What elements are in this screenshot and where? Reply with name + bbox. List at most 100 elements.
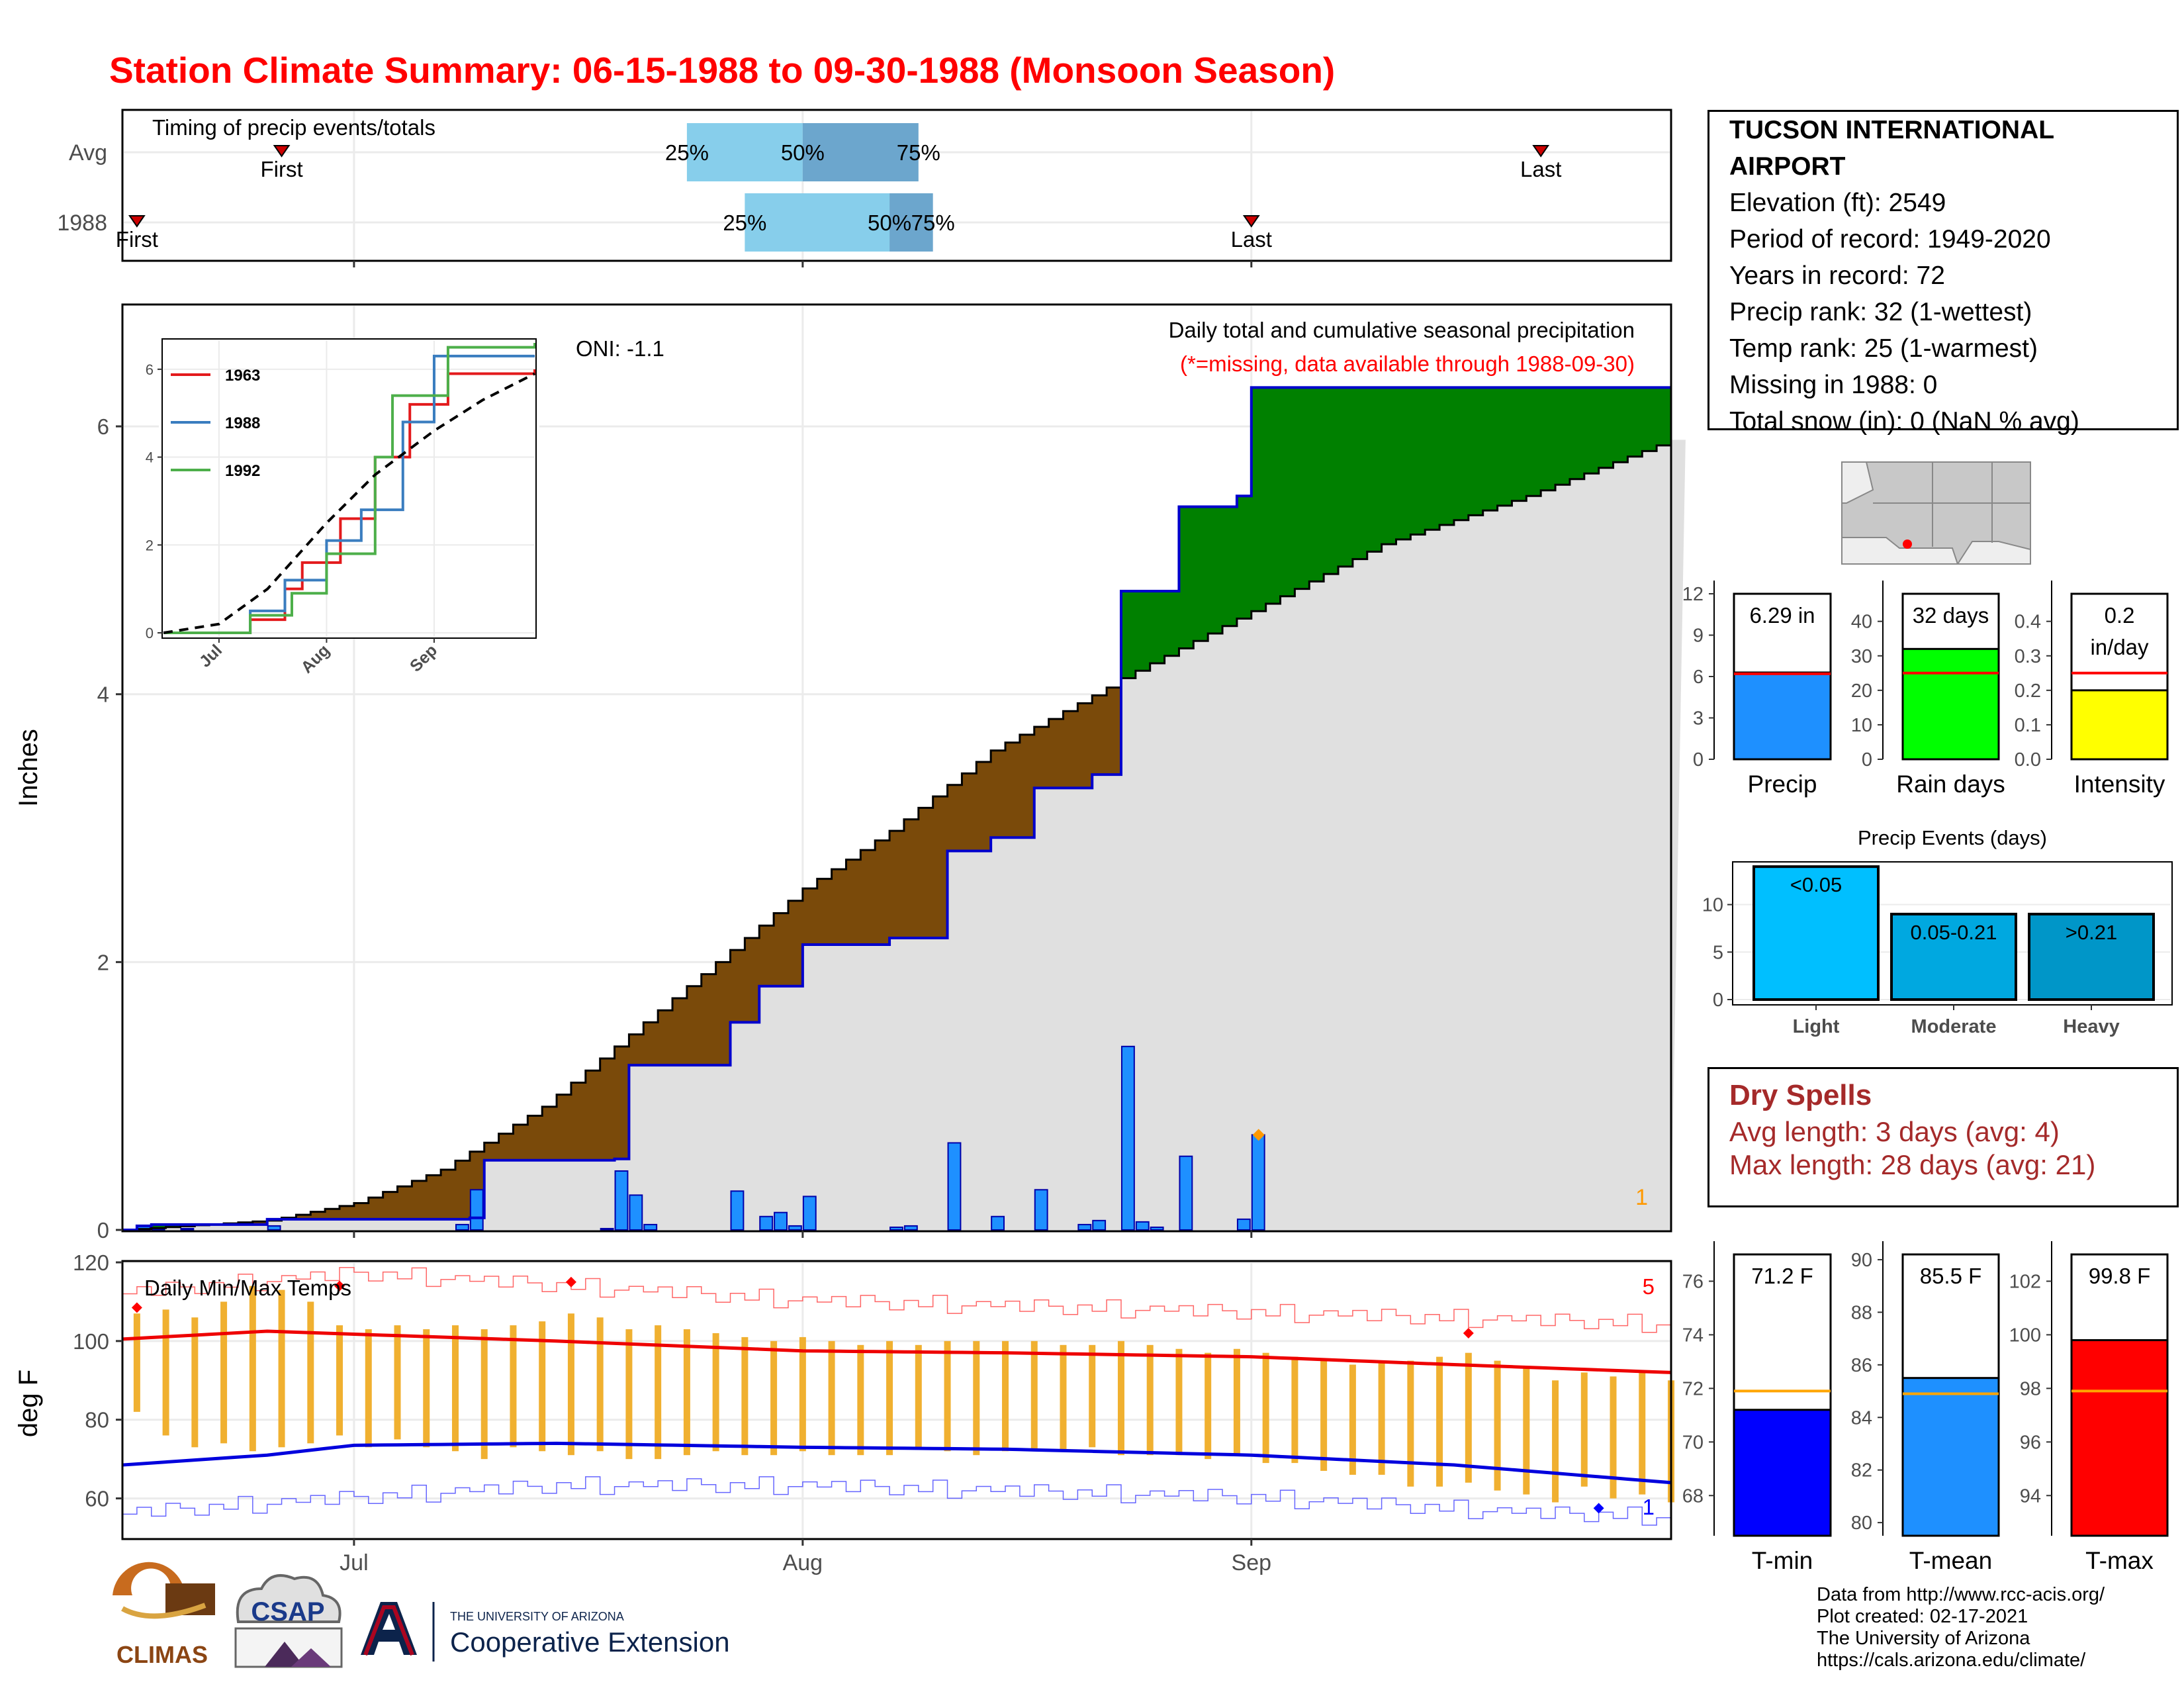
temp-daily-range-bar (1349, 1364, 1356, 1475)
temp-daily-range-bar (1580, 1372, 1588, 1487)
precip-surplus-column (1295, 387, 1310, 589)
precip-events-title: Precip Events (days) (1858, 826, 2047, 849)
temp-daily-range-bar (1291, 1356, 1298, 1464)
precip-y-tick-label: 0 (97, 1218, 109, 1243)
precip-surplus-column (1627, 387, 1643, 457)
precip-deficit-column (1077, 703, 1093, 788)
precip-deficit-column (600, 1058, 615, 1160)
mini-chart-y-tick-label: 40 (1851, 612, 1872, 633)
mini-chart-y-tick-label: 30 (1851, 646, 1872, 667)
precip-daily-bar (1251, 1134, 1265, 1231)
station-location-dot (1903, 539, 1912, 549)
precip-surplus-column (1453, 387, 1469, 520)
precip-daily-bar (455, 1223, 469, 1231)
temp-daily-range-bar (278, 1289, 285, 1448)
precip-daily-bar (1150, 1226, 1164, 1231)
timing-last-marker (1532, 145, 1550, 158)
precip-deficit-column (340, 1205, 355, 1219)
csap-logo-text: CSAP (251, 1597, 324, 1626)
page-title: Station Climate Summary: 06-15-1988 to 0… (109, 50, 1335, 91)
dry-spells-avg: Avg length: 3 days (avg: 4) (1729, 1116, 2060, 1147)
mini-chart-intensity: 0.0 0.1 0.2 0.3 0.4 0.2 in/day Intensity (2015, 581, 2169, 798)
precip-deficit-column (933, 796, 948, 938)
timing-p75-label: 75% (897, 140, 940, 165)
mini-chart-y-tick-label: 94 (2020, 1485, 2041, 1507)
precip-subtitle: Daily total and cumulative seasonal prec… (1169, 318, 1635, 342)
timing-p50-label: 50% (868, 211, 911, 235)
mini-chart-bar (2070, 1339, 2169, 1537)
precip-surplus-column (1179, 506, 1195, 649)
precip-max-marker (1252, 1129, 1265, 1141)
precip-surplus-column (1381, 387, 1397, 545)
temp-y-tick-label: 100 (73, 1329, 109, 1354)
temp-top-count: 5 (1643, 1274, 1655, 1299)
temp-daily-range-bar (1030, 1340, 1038, 1452)
temp-y-tick-label: 80 (85, 1408, 109, 1432)
precip-surplus-column (1584, 387, 1600, 474)
timing-box-lower (686, 123, 803, 181)
precip-deficit-column (889, 831, 905, 938)
temp-daily-range-bar (1494, 1360, 1501, 1491)
temp-daily-bars (122, 1267, 1674, 1526)
climas-logo-text: CLIMAS (116, 1641, 208, 1668)
location-map (1841, 461, 2031, 565)
precip-deficit-column (397, 1186, 413, 1219)
precip-events-y-tick-label: 5 (1713, 942, 1723, 963)
precip-cumulative-fills (122, 387, 1686, 1230)
temp-x-tick-label: Sep (1232, 1550, 1272, 1575)
precip-deficit-column (1005, 742, 1021, 838)
precip-daily-bar (1179, 1155, 1193, 1231)
precip-y-tick-label: 4 (97, 682, 109, 707)
university-of-arizona-logo: THE UNIVERSITY OF ARIZONA Cooperative Ex… (361, 1602, 730, 1662)
precip-events-category-label: Heavy (2063, 1016, 2119, 1037)
mini-chart-y-tick-label: 0.0 (2015, 749, 2041, 771)
precip-surplus-column (1236, 496, 1252, 619)
precip-daily-bar (1120, 1045, 1135, 1231)
temp-daily-range-bar (741, 1336, 749, 1456)
temp-daily-range-bar (567, 1313, 574, 1456)
station-years: Years in record: 72 (1729, 261, 1945, 290)
precip-deficit-column (426, 1175, 441, 1219)
precip-deficit-column (353, 1203, 369, 1219)
precip-surplus-column (1613, 387, 1629, 463)
station-temp-rank: Temp rank: 25 (1-warmest) (1729, 334, 2038, 363)
precip-deficit-column (701, 974, 717, 1066)
temp-daily-range-bar (1146, 1344, 1154, 1456)
precip-deficit-column (947, 784, 963, 851)
precip-deficit-column (774, 913, 789, 986)
temp-daily-range-bar (1436, 1356, 1443, 1487)
precip-events-bar-label: >0.21 (2066, 921, 2117, 944)
precip-surplus-column (1642, 387, 1657, 451)
timing-p50-label: 50% (781, 140, 825, 165)
temp-daily-range-bar (510, 1325, 517, 1448)
precip-daily-bar (267, 1225, 281, 1231)
temp-daily-range-bar (886, 1340, 893, 1456)
station-info-box: TUCSON INTERNATIONAL AIRPORT Elevation (… (1707, 110, 2179, 436)
temp-daily-range-bar (1407, 1360, 1414, 1487)
mini-chart-y-tick-label: 20 (1851, 680, 1872, 702)
mini-chart-y-tick-label: 96 (2020, 1432, 2041, 1453)
temp-record-max-line (122, 1267, 1672, 1333)
precip-daily-bar (1077, 1223, 1092, 1231)
temp-daily-range-bar (336, 1325, 343, 1436)
inset-series-lines (163, 343, 536, 634)
precip-y-tick-label: 2 (97, 950, 109, 974)
temp-daily-range-bar (1610, 1376, 1617, 1499)
precip-deficit-column (860, 850, 876, 945)
precip-daily-bar (991, 1215, 1005, 1231)
precip-daily-bar (774, 1211, 788, 1231)
temp-daily-range-bar (539, 1321, 546, 1452)
mini-chart-value-label: 71.2 F (1751, 1264, 1813, 1288)
temp-panel-label: Daily Min/Max Temps (144, 1276, 351, 1300)
temp-record-min-marker (1593, 1503, 1604, 1514)
precip-deficit-column (1019, 734, 1035, 838)
mini-chart-y-tick-label: 72 (1682, 1378, 1704, 1399)
precip-deficit-column (310, 1211, 326, 1219)
temp-x-tick-label: Jul (340, 1550, 368, 1575)
inset-series-1992 (163, 343, 536, 634)
precip-surplus-column (1222, 506, 1238, 626)
precip-deficit-column (991, 750, 1006, 838)
mini-chart-bar (2070, 689, 2169, 761)
credit-line: https://cals.arizona.edu/climate/ (1817, 1650, 2086, 1671)
